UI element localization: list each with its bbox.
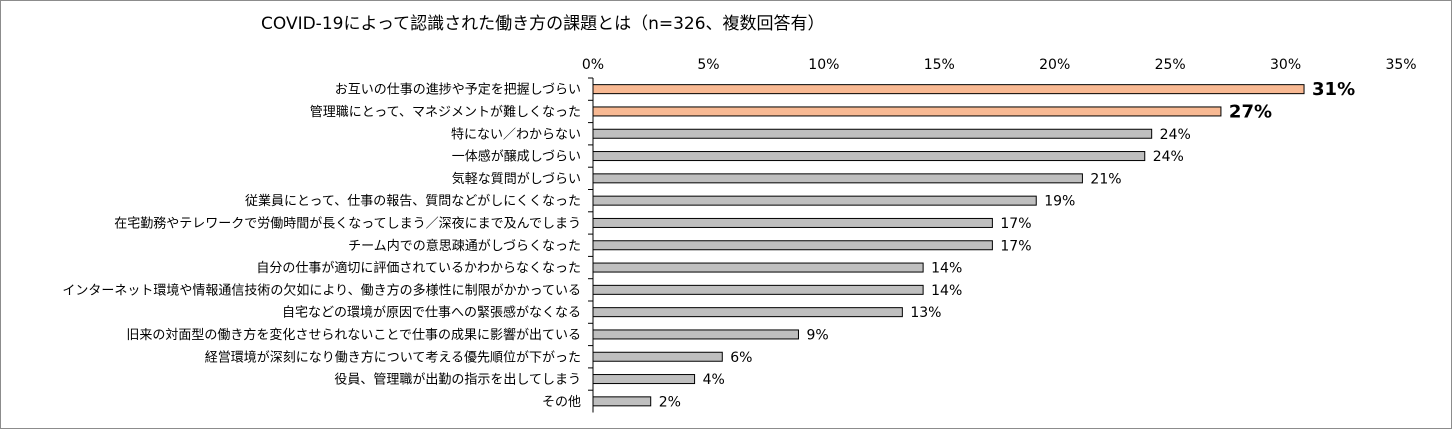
x-tick-label: 30% <box>1270 57 1301 73</box>
category-label: 役員、管理職が出勤の指示を出してしまう <box>334 373 581 388</box>
category-label: その他 <box>542 395 581 410</box>
x-tick-label: 15% <box>924 57 955 73</box>
value-label: 21% <box>1090 171 1121 187</box>
x-tick-label: 25% <box>1155 57 1186 73</box>
category-label: お互いの仕事の進捗や予定を把握しづらい <box>335 83 581 98</box>
category-label: 特にない／わからない <box>451 127 581 142</box>
x-tick-label: 20% <box>1039 57 1070 73</box>
bars <box>592 84 1305 407</box>
category-label: インターネット環境や情報通信技術の欠如により、働き方の多様性に制限がかかっている <box>62 282 581 298</box>
value-label: 13% <box>910 305 941 321</box>
value-labels: 31% 27% 24% 24% 21% 19% 17% 17% 14% 14% 13% 9% 6% 4% 2… <box>659 79 1355 410</box>
bar <box>592 307 903 318</box>
bar <box>592 173 1083 184</box>
bar <box>592 84 1305 95</box>
value-label: 9% <box>806 327 828 343</box>
bar <box>592 351 723 362</box>
category-label: 在宅勤務やテレワークで労働時間が長くなってしまう／深夜にまで及んでしまう <box>114 216 581 231</box>
category-label: 旧来の対面型の働き方を変化させられないことで仕事の成果に影響が出ている <box>126 327 581 343</box>
category-label: 経営環境が深刻になり働き方について考える優先順位が下がった <box>205 349 581 365</box>
category-label: 自分の仕事が適切に評価されているかわからなくなった <box>256 260 581 276</box>
value-label: 14% <box>931 261 962 277</box>
bar <box>592 374 696 385</box>
category-label: チーム内での意思疎通がしづらくなった <box>348 238 581 254</box>
value-label: 19% <box>1044 194 1075 210</box>
category-label: 気軽な質問がしづらい <box>452 171 581 187</box>
x-tick-label: 35% <box>1385 57 1416 73</box>
category-label: 自宅などの環境が原因で仕事への緊張感がなくなる <box>282 305 581 321</box>
x-tick-label: 0% <box>582 57 604 73</box>
category-label: 一体感が醸成しづらい <box>452 149 581 165</box>
value-label: 27% <box>1229 101 1272 122</box>
bar <box>592 151 1146 162</box>
value-label: 24% <box>1160 127 1191 143</box>
value-label: 6% <box>730 350 752 366</box>
x-axis-ticks: 0% 5% 10% 15% 20% 25% 30% 35% <box>582 57 1417 73</box>
bar <box>592 329 799 340</box>
bar <box>592 195 1037 206</box>
category-labels: お互いの仕事の進捗や予定を把握しづらい管理職にとって、マネジメントが難しくなった… <box>62 77 593 410</box>
bar <box>592 217 993 228</box>
value-label: 31% <box>1312 79 1355 100</box>
bar <box>592 284 924 295</box>
bar <box>592 240 993 251</box>
value-label: 2% <box>659 394 681 410</box>
category-label: 従業員にとって、仕事の報告、質問などがしにくくなった <box>245 193 581 209</box>
chart-title: COVID-19によって認識された働き方の課題とは（n=326、複数回答有） <box>261 14 825 34</box>
bar <box>592 128 1153 139</box>
value-label: 24% <box>1153 149 1184 165</box>
value-label: 14% <box>931 283 962 299</box>
bar <box>592 262 924 273</box>
category-label: 管理職にとって、マネジメントが難しくなった <box>310 105 581 120</box>
value-label: 17% <box>1000 238 1031 254</box>
x-tick-label: 5% <box>697 57 719 73</box>
bar <box>592 106 1222 117</box>
bar <box>592 396 652 407</box>
value-label: 17% <box>1000 216 1031 232</box>
value-label: 4% <box>703 372 725 388</box>
x-tick-label: 10% <box>808 57 839 73</box>
